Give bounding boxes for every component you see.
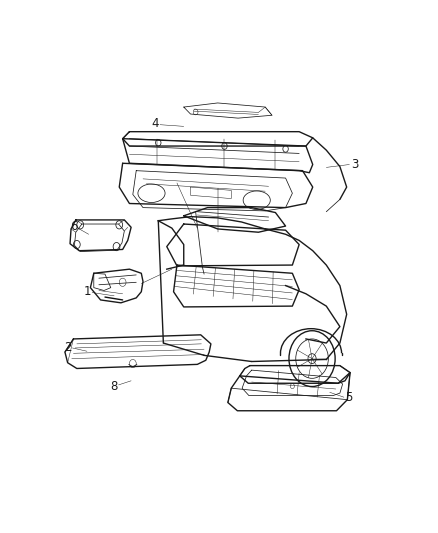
Text: 2: 2: [64, 341, 71, 353]
Text: 3: 3: [351, 158, 359, 171]
Text: 5: 5: [345, 391, 352, 403]
Text: 1: 1: [83, 285, 91, 298]
Text: 4: 4: [151, 117, 159, 130]
Text: 8: 8: [110, 379, 118, 393]
Text: 6: 6: [70, 220, 77, 232]
